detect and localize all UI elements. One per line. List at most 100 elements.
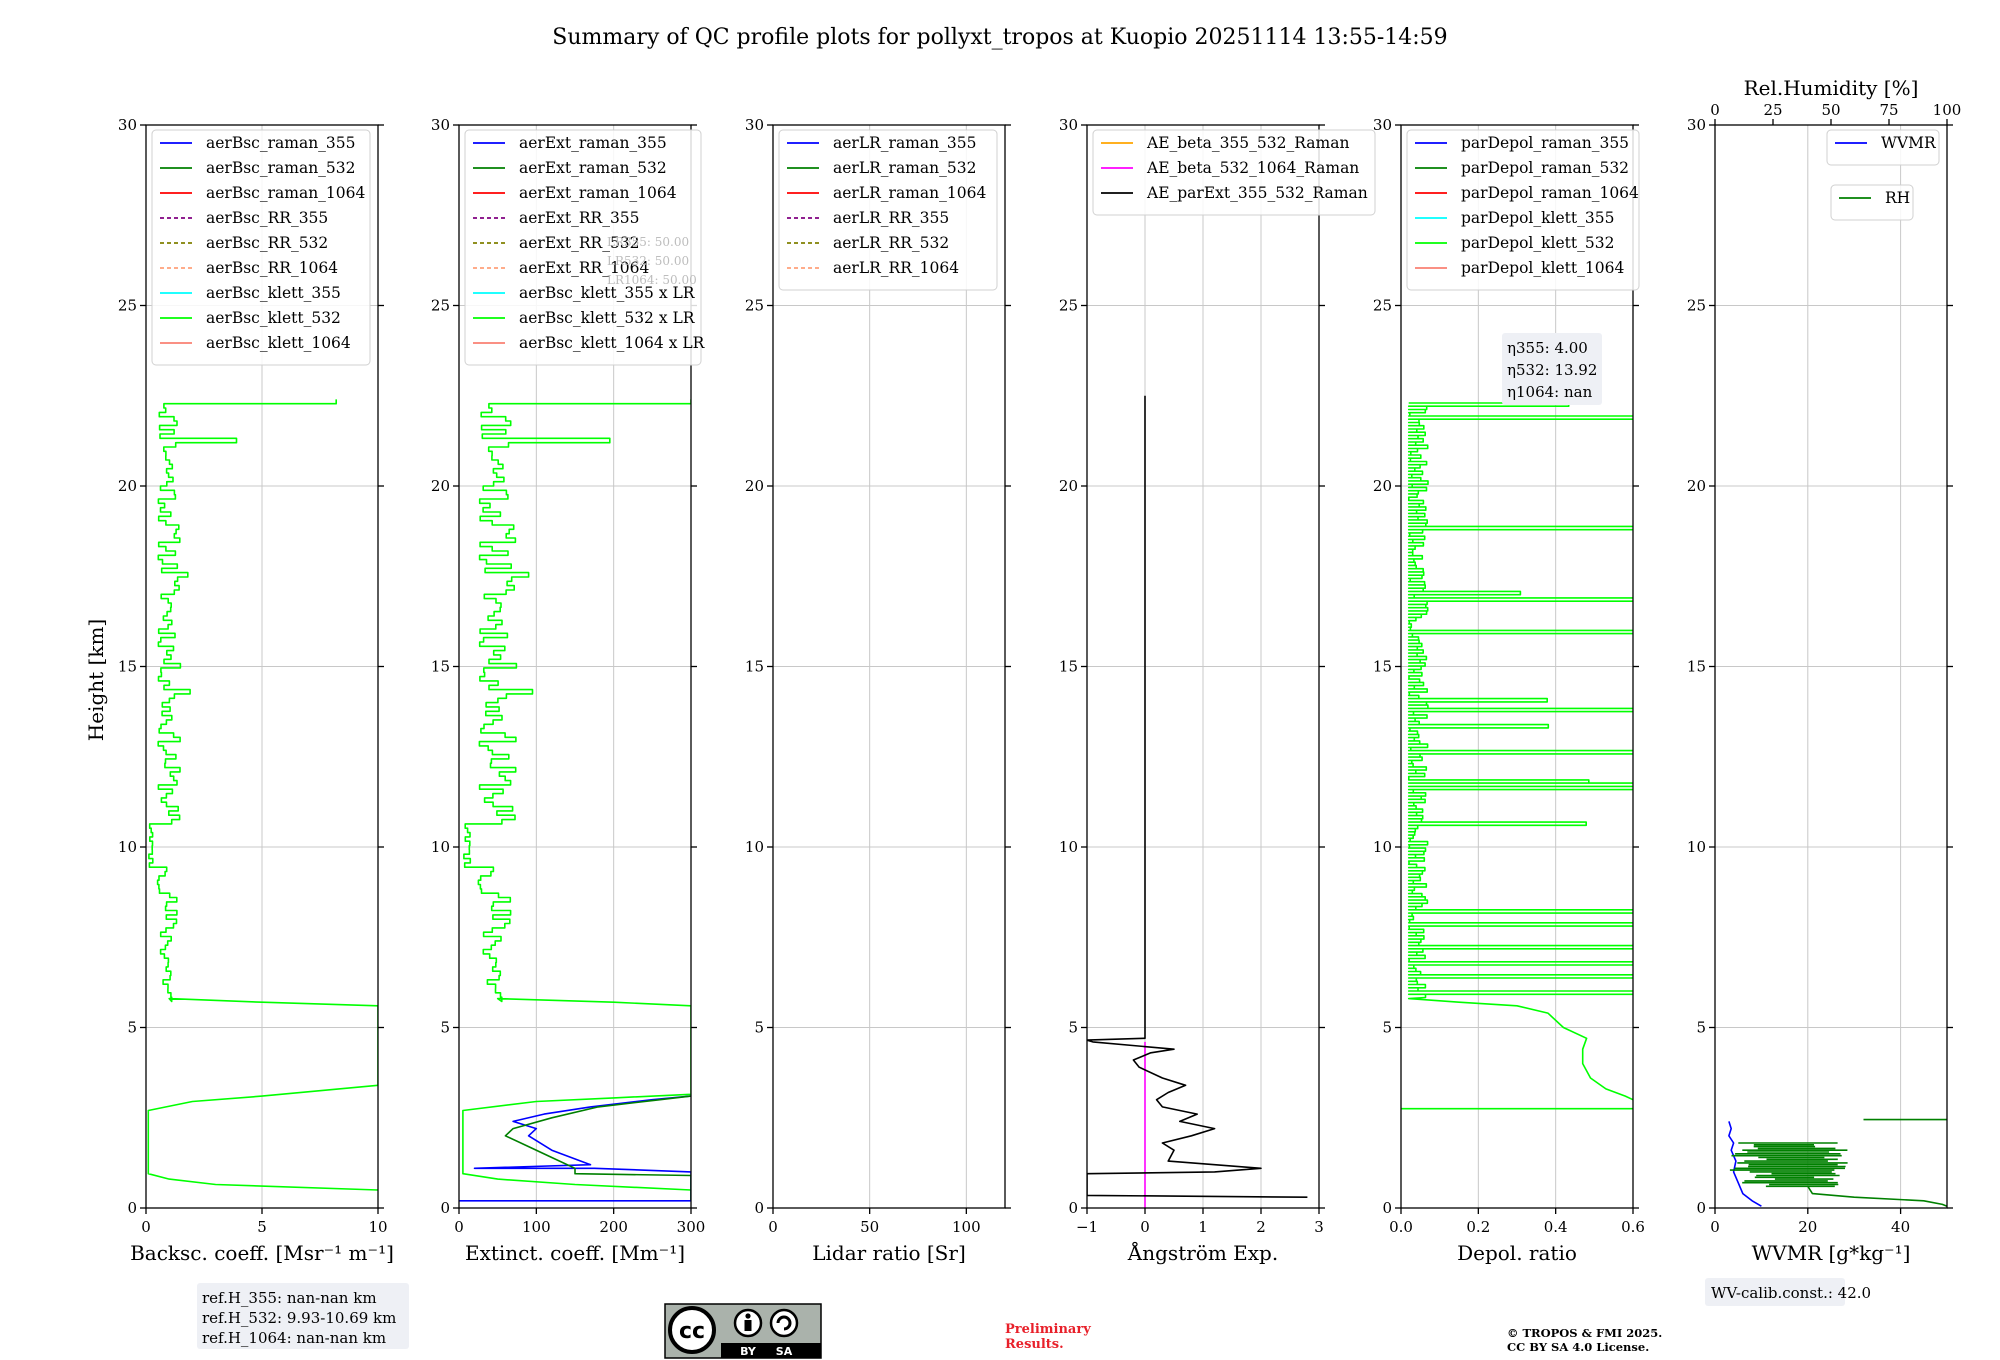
- legend-bsc-label: aerBsc_RR_355: [206, 209, 328, 227]
- legend-depol-box: [1406, 129, 1640, 291]
- legend-lr-box: [778, 129, 998, 291]
- y-tick-label-ae: 5: [1068, 1019, 1078, 1037]
- legend-ae-label: AE_beta_532_1064_Raman: [1146, 159, 1359, 177]
- legend-bsc-label: aerBsc_klett_1064: [206, 334, 351, 352]
- legend-ext-label: aerExt_RR_355: [519, 209, 640, 227]
- x-tick-label-bsc: 5: [257, 1218, 267, 1236]
- legend-lr-label: aerLR_raman_355: [833, 134, 976, 152]
- legend-ae-label: AE_parExt_355_532_Raman: [1146, 184, 1368, 202]
- grid-ae: [1087, 125, 1319, 1208]
- y-tick-label-depol: 20: [1373, 477, 1392, 495]
- y-tick-label-ae: 20: [1059, 477, 1078, 495]
- legend-lr-label: aerLR_raman_532: [833, 159, 976, 177]
- cc-by-label: BY: [740, 1345, 757, 1358]
- legend-lr: aerLR_raman_355 aerLR_raman_532 aerLR_rama…: [778, 129, 998, 291]
- legend-bsc-box: [151, 129, 371, 366]
- wv-calibration-note: WV-calib.const.: 42.0: [1705, 1278, 1871, 1306]
- legend-bsc-label: aerBsc_raman_532: [206, 159, 356, 177]
- y-tick-label-lr: 5: [754, 1019, 764, 1037]
- cc-sa-label: SA: [776, 1345, 793, 1358]
- y-tick-label-depol: 25: [1373, 297, 1392, 315]
- x-tick-label-wv: 20: [1798, 1218, 1817, 1236]
- grid-depol: [1401, 125, 1633, 1208]
- x-tick-label-ae: 3: [1314, 1218, 1324, 1236]
- copyright-line-2: CC BY SA 4.0 License.: [1507, 1340, 1649, 1354]
- y-tick-label-bsc: 15: [118, 658, 137, 676]
- y-tick-label-ext: 15: [431, 658, 450, 676]
- y-tick-label-ae: 30: [1059, 116, 1078, 134]
- legend-lr-label: aerLR_raman_1064: [833, 184, 986, 202]
- ref-note-532: ref.H_532: 9.93-10.69 km: [202, 1309, 396, 1327]
- legend-ext: aerExt_raman_355 aerExt_raman_532 aerExt_r…: [464, 129, 706, 366]
- legend-ae-label: AE_beta_355_532_Raman: [1146, 134, 1349, 152]
- legend-ext-label: aerExt_raman_1064: [519, 184, 677, 202]
- series-line-aerExt_raman_532: [504, 1095, 691, 1201]
- y-tick-label-lr: 25: [745, 297, 764, 315]
- wv-calib-text: WV-calib.const.: 42.0: [1711, 1284, 1871, 1302]
- y-tick-label-lr: 15: [745, 658, 764, 676]
- y-tick-label-lr: 30: [745, 116, 764, 134]
- panel-lr: 0 50 100 0 5 10 15 20 25 30 Lidar ratio [Sr] aerLR_…: [745, 116, 1011, 1265]
- x-top-tick-label-wv: 75: [1879, 101, 1898, 119]
- x-tick-label-ext: 0: [454, 1218, 464, 1236]
- y-tick-label-depol: 10: [1373, 838, 1392, 856]
- y-tick-label-wv: 5: [1696, 1019, 1706, 1037]
- legend-bsc-label: aerBsc_raman_355: [206, 134, 356, 152]
- x-tick-label-depol: 0.0: [1389, 1218, 1413, 1236]
- y-tick-label-bsc: 5: [127, 1019, 137, 1037]
- series-line-AE_parExt_355_532_Raman: [1087, 395, 1308, 1198]
- y-tick-label-ae: 0: [1068, 1199, 1078, 1217]
- cc-by-sa-badge: cc BY SA: [664, 1303, 822, 1359]
- legend-lr-label: aerLR_RR_532: [833, 234, 949, 252]
- legend-wv-box: [1826, 129, 1940, 166]
- series-depol: [1401, 402, 1633, 1110]
- y-tick-label-depol: 15: [1373, 658, 1392, 676]
- legend-ext-box: [464, 129, 702, 366]
- x-top-tick-label-wv: 100: [1933, 101, 1962, 119]
- x-axis-label-wv: WVMR [g*kg⁻¹]: [1752, 1241, 1911, 1265]
- x-tick-label-ae: 2: [1256, 1218, 1266, 1236]
- series-ae: [1087, 395, 1308, 1208]
- y-tick-label-depol: 30: [1373, 116, 1392, 134]
- y-tick-label-bsc: 10: [118, 838, 137, 856]
- y-axis-label: Height [km]: [84, 619, 108, 741]
- eta-note-depol: η355: 4.00 η532: 13.92 η1064: nan: [1502, 333, 1602, 405]
- x-tick-label-bsc: 0: [141, 1218, 151, 1236]
- legend2-wv: RH: [1830, 184, 1914, 221]
- x-tick-label-ext: 100: [522, 1218, 551, 1236]
- legend2-wv-label: RH: [1885, 189, 1910, 207]
- share-alike-icon: [769, 1308, 799, 1338]
- legend-depol-label: parDepol_klett_1064: [1461, 259, 1624, 277]
- legend-bsc-label: aerBsc_klett_532: [206, 309, 341, 327]
- y-tick-label-wv: 15: [1687, 658, 1706, 676]
- legend-bsc: aerBsc_raman_355 aerBsc_raman_532 aerBsc_r…: [151, 129, 371, 366]
- x-axis-label-bsc: Backsc. coeff. [Msr⁻¹ m⁻¹]: [130, 1241, 394, 1265]
- y-tick-label-ext: 10: [431, 838, 450, 856]
- y-tick-label-bsc: 0: [127, 1199, 137, 1217]
- y-tick-label-ae: 15: [1059, 658, 1078, 676]
- series-line-parDepol_klett_532: [1401, 402, 1633, 1110]
- x-axis-label-depol: Depol. ratio: [1457, 1241, 1577, 1265]
- x-axis-label-lr: Lidar ratio [Sr]: [812, 1241, 966, 1265]
- x-tick-label-depol: 0.6: [1621, 1218, 1645, 1236]
- panel-ext: 0 100 200 300 0 5 10 15 20 25 30 Extinct. coeff. [M…: [431, 116, 706, 1265]
- x-tick-label-wv: 40: [1891, 1218, 1910, 1236]
- y-tick-label-bsc: 25: [118, 297, 137, 315]
- x-top-tick-label-wv: 25: [1763, 101, 1782, 119]
- x-tick-label-lr: 50: [860, 1218, 879, 1236]
- x-tick-label-ext: 200: [599, 1218, 628, 1236]
- legend-ext-label: aerBsc_klett_1064 x LR: [519, 334, 706, 352]
- x-tick-label-ae: −1: [1076, 1218, 1098, 1236]
- legend-bsc-label: aerBsc_klett_355: [206, 284, 341, 302]
- y-tick-label-ext: 0: [440, 1199, 450, 1217]
- x-tick-label-wv: 0: [1710, 1218, 1720, 1236]
- y-tick-label-ae: 10: [1059, 838, 1078, 856]
- lr-note-line: LR1064: 50.00: [607, 273, 697, 287]
- y-tick-label-wv: 25: [1687, 297, 1706, 315]
- lr-note-line: LR355: 50.00: [607, 235, 689, 249]
- x-tick-label-lr: 100: [952, 1218, 981, 1236]
- legend-ext-label: aerBsc_klett_355 x LR: [519, 284, 696, 302]
- legend-depol-label: parDepol_raman_532: [1461, 159, 1629, 177]
- lr-note-line: LR532: 50.00: [607, 254, 689, 268]
